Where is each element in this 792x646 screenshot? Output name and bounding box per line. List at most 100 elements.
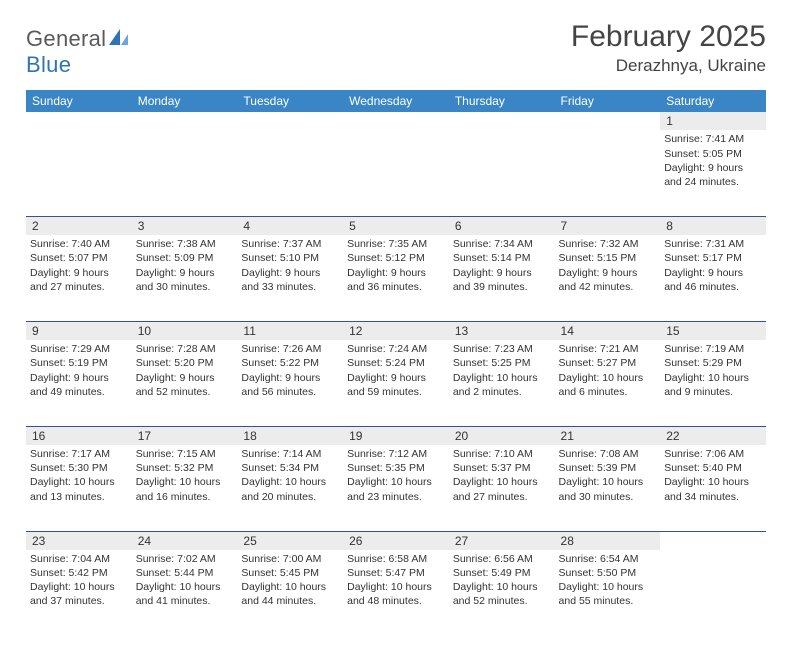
daylight-text: and 6 minutes. xyxy=(559,385,657,399)
day-cell: Sunrise: 7:19 AMSunset: 5:29 PMDaylight:… xyxy=(660,340,766,426)
daylight-text: Daylight: 10 hours xyxy=(559,475,657,489)
daylight-text: and 9 minutes. xyxy=(664,385,762,399)
sunset-text: Sunset: 5:29 PM xyxy=(664,356,762,370)
daynum-row: 232425262728 xyxy=(26,531,766,550)
daylight-text: and 33 minutes. xyxy=(241,280,339,294)
daylight-text: Daylight: 9 hours xyxy=(453,266,551,280)
day-number-cell: 2 xyxy=(26,216,132,235)
daylight-text: and 49 minutes. xyxy=(30,385,128,399)
day-cell: Sunrise: 7:15 AMSunset: 5:32 PMDaylight:… xyxy=(132,445,238,531)
daylight-text: and 55 minutes. xyxy=(559,594,657,608)
day-number-cell: 17 xyxy=(132,426,238,445)
day-details: Sunrise: 7:21 AMSunset: 5:27 PMDaylight:… xyxy=(559,340,657,399)
sunrise-text: Sunrise: 7:04 AM xyxy=(30,552,128,566)
calendar-body: 1Sunrise: 7:41 AMSunset: 5:05 PMDaylight… xyxy=(26,112,766,636)
day-cell: Sunrise: 7:34 AMSunset: 5:14 PMDaylight:… xyxy=(449,235,555,321)
day-number-cell: 4 xyxy=(237,216,343,235)
day-number-cell xyxy=(26,112,132,130)
sunrise-text: Sunrise: 7:24 AM xyxy=(347,342,445,356)
weekday-header: Friday xyxy=(555,90,661,112)
sunrise-text: Sunrise: 7:06 AM xyxy=(664,447,762,461)
sunset-text: Sunset: 5:44 PM xyxy=(136,566,234,580)
day-cell: Sunrise: 7:12 AMSunset: 5:35 PMDaylight:… xyxy=(343,445,449,531)
day-cell: Sunrise: 7:28 AMSunset: 5:20 PMDaylight:… xyxy=(132,340,238,426)
daylight-text: and 37 minutes. xyxy=(30,594,128,608)
day-number-cell: 9 xyxy=(26,321,132,340)
day-cell: Sunrise: 7:17 AMSunset: 5:30 PMDaylight:… xyxy=(26,445,132,531)
day-details: Sunrise: 7:34 AMSunset: 5:14 PMDaylight:… xyxy=(453,235,551,294)
day-cell xyxy=(237,130,343,216)
title-block: February 2025 Derazhnya, Ukraine xyxy=(571,20,766,76)
sunrise-text: Sunrise: 7:10 AM xyxy=(453,447,551,461)
daylight-text: and 30 minutes. xyxy=(136,280,234,294)
day-details: Sunrise: 7:10 AMSunset: 5:37 PMDaylight:… xyxy=(453,445,551,504)
daylight-text: and 27 minutes. xyxy=(30,280,128,294)
daylight-text: and 42 minutes. xyxy=(559,280,657,294)
day-number-cell: 25 xyxy=(237,531,343,550)
day-cell: Sunrise: 7:23 AMSunset: 5:25 PMDaylight:… xyxy=(449,340,555,426)
daylight-text: Daylight: 9 hours xyxy=(241,266,339,280)
day-cell: Sunrise: 7:41 AMSunset: 5:05 PMDaylight:… xyxy=(660,130,766,216)
day-details: Sunrise: 7:41 AMSunset: 5:05 PMDaylight:… xyxy=(664,130,762,189)
sunrise-text: Sunrise: 6:54 AM xyxy=(559,552,657,566)
day-cell: Sunrise: 7:02 AMSunset: 5:44 PMDaylight:… xyxy=(132,550,238,636)
day-number-cell: 8 xyxy=(660,216,766,235)
day-details: Sunrise: 7:38 AMSunset: 5:09 PMDaylight:… xyxy=(136,235,234,294)
daylight-text: Daylight: 10 hours xyxy=(347,580,445,594)
sunset-text: Sunset: 5:49 PM xyxy=(453,566,551,580)
sunset-text: Sunset: 5:17 PM xyxy=(664,251,762,265)
sunrise-text: Sunrise: 7:23 AM xyxy=(453,342,551,356)
day-cell: Sunrise: 7:40 AMSunset: 5:07 PMDaylight:… xyxy=(26,235,132,321)
sunrise-text: Sunrise: 7:15 AM xyxy=(136,447,234,461)
daylight-text: Daylight: 10 hours xyxy=(453,580,551,594)
sunset-text: Sunset: 5:20 PM xyxy=(136,356,234,370)
daylight-text: and 41 minutes. xyxy=(136,594,234,608)
day-number-cell xyxy=(343,112,449,130)
sunset-text: Sunset: 5:42 PM xyxy=(30,566,128,580)
sunrise-text: Sunrise: 7:12 AM xyxy=(347,447,445,461)
sunrise-text: Sunrise: 7:21 AM xyxy=(559,342,657,356)
daylight-text: Daylight: 10 hours xyxy=(136,580,234,594)
day-cell: Sunrise: 7:21 AMSunset: 5:27 PMDaylight:… xyxy=(555,340,661,426)
sunset-text: Sunset: 5:45 PM xyxy=(241,566,339,580)
day-cell: Sunrise: 7:14 AMSunset: 5:34 PMDaylight:… xyxy=(237,445,343,531)
weekday-header-row: Sunday Monday Tuesday Wednesday Thursday… xyxy=(26,90,766,112)
daylight-text: and 36 minutes. xyxy=(347,280,445,294)
daylight-text: Daylight: 9 hours xyxy=(30,266,128,280)
day-cell: Sunrise: 7:06 AMSunset: 5:40 PMDaylight:… xyxy=(660,445,766,531)
sunrise-text: Sunrise: 7:00 AM xyxy=(241,552,339,566)
day-number-cell: 27 xyxy=(449,531,555,550)
sunrise-text: Sunrise: 7:28 AM xyxy=(136,342,234,356)
brand-word-1: General xyxy=(26,26,106,51)
brand-logo: General Blue xyxy=(26,20,130,78)
daylight-text: Daylight: 10 hours xyxy=(664,371,762,385)
daylight-text: Daylight: 10 hours xyxy=(241,475,339,489)
weekday-header: Monday xyxy=(132,90,238,112)
day-details: Sunrise: 6:54 AMSunset: 5:50 PMDaylight:… xyxy=(559,550,657,609)
calendar-table: Sunday Monday Tuesday Wednesday Thursday… xyxy=(26,90,766,636)
brand-word-2: Blue xyxy=(26,52,71,77)
day-details: Sunrise: 7:02 AMSunset: 5:44 PMDaylight:… xyxy=(136,550,234,609)
day-cell xyxy=(555,130,661,216)
day-number-cell xyxy=(555,112,661,130)
daylight-text: Daylight: 9 hours xyxy=(559,266,657,280)
sunrise-text: Sunrise: 7:14 AM xyxy=(241,447,339,461)
day-number-cell: 7 xyxy=(555,216,661,235)
daylight-text: and 34 minutes. xyxy=(664,490,762,504)
day-number-cell: 26 xyxy=(343,531,449,550)
day-details: Sunrise: 7:15 AMSunset: 5:32 PMDaylight:… xyxy=(136,445,234,504)
sail-icon xyxy=(108,28,130,46)
day-number-cell: 6 xyxy=(449,216,555,235)
sunset-text: Sunset: 5:39 PM xyxy=(559,461,657,475)
daylight-text: Daylight: 10 hours xyxy=(453,475,551,489)
daylight-text: and 20 minutes. xyxy=(241,490,339,504)
day-cell: Sunrise: 6:54 AMSunset: 5:50 PMDaylight:… xyxy=(555,550,661,636)
daylight-text: Daylight: 9 hours xyxy=(136,371,234,385)
day-cell: Sunrise: 7:38 AMSunset: 5:09 PMDaylight:… xyxy=(132,235,238,321)
sunrise-text: Sunrise: 6:56 AM xyxy=(453,552,551,566)
day-cell xyxy=(660,550,766,636)
daylight-text: Daylight: 10 hours xyxy=(664,475,762,489)
day-details: Sunrise: 7:28 AMSunset: 5:20 PMDaylight:… xyxy=(136,340,234,399)
day-details: Sunrise: 7:35 AMSunset: 5:12 PMDaylight:… xyxy=(347,235,445,294)
sunrise-text: Sunrise: 7:02 AM xyxy=(136,552,234,566)
